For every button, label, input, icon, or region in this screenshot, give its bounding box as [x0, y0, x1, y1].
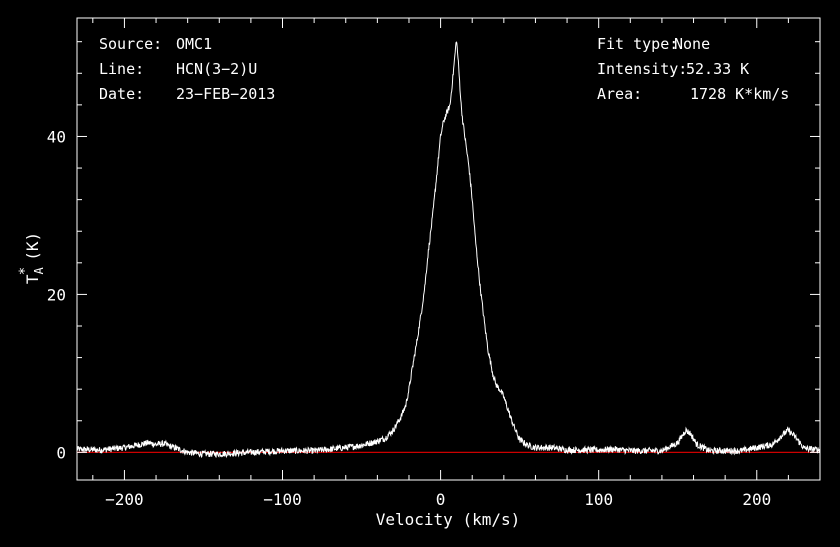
x-tick-label: −100 [263, 490, 302, 509]
y-tick-label: 40 [47, 127, 66, 146]
date-value: 23−FEB−2013 [176, 85, 276, 103]
svg-text:TA*(K): TA* (K) [17, 232, 46, 284]
y-axis-label-unit: (K) [23, 232, 42, 261]
y-tick-label: 0 [56, 443, 66, 462]
area-value: 1728 K*km/s [690, 85, 790, 103]
x-tick-label: 200 [742, 490, 771, 509]
x-tick-label: 0 [436, 490, 446, 509]
y-tick-label: 20 [47, 285, 66, 304]
y-axis-label-sub: A [32, 266, 46, 274]
x-tick-label: 100 [584, 490, 613, 509]
spectrum-line [76, 41, 821, 459]
intensity-label: Intensity: [597, 60, 688, 78]
fit-type-value: None [674, 35, 711, 53]
area-label: Area: [597, 85, 643, 103]
y-axis-label-main: T [23, 274, 42, 284]
x-tick-label: −200 [105, 490, 144, 509]
line-value: HCN(3−2)U [176, 60, 258, 78]
y-axis-label-sup: * [17, 267, 33, 275]
plot-frame [76, 17, 821, 481]
y-axis-label: TA* (K) [17, 232, 46, 284]
x-axis-label: Velocity (km/s) [376, 510, 521, 529]
source-value: OMC1 [176, 35, 213, 53]
intensity-value: 52.33 K [686, 60, 750, 78]
source-label: Source: [99, 35, 163, 53]
line-label: Line: [99, 60, 145, 78]
date-label: Date: [99, 85, 145, 103]
fit-type-label: Fit type: [597, 35, 679, 53]
